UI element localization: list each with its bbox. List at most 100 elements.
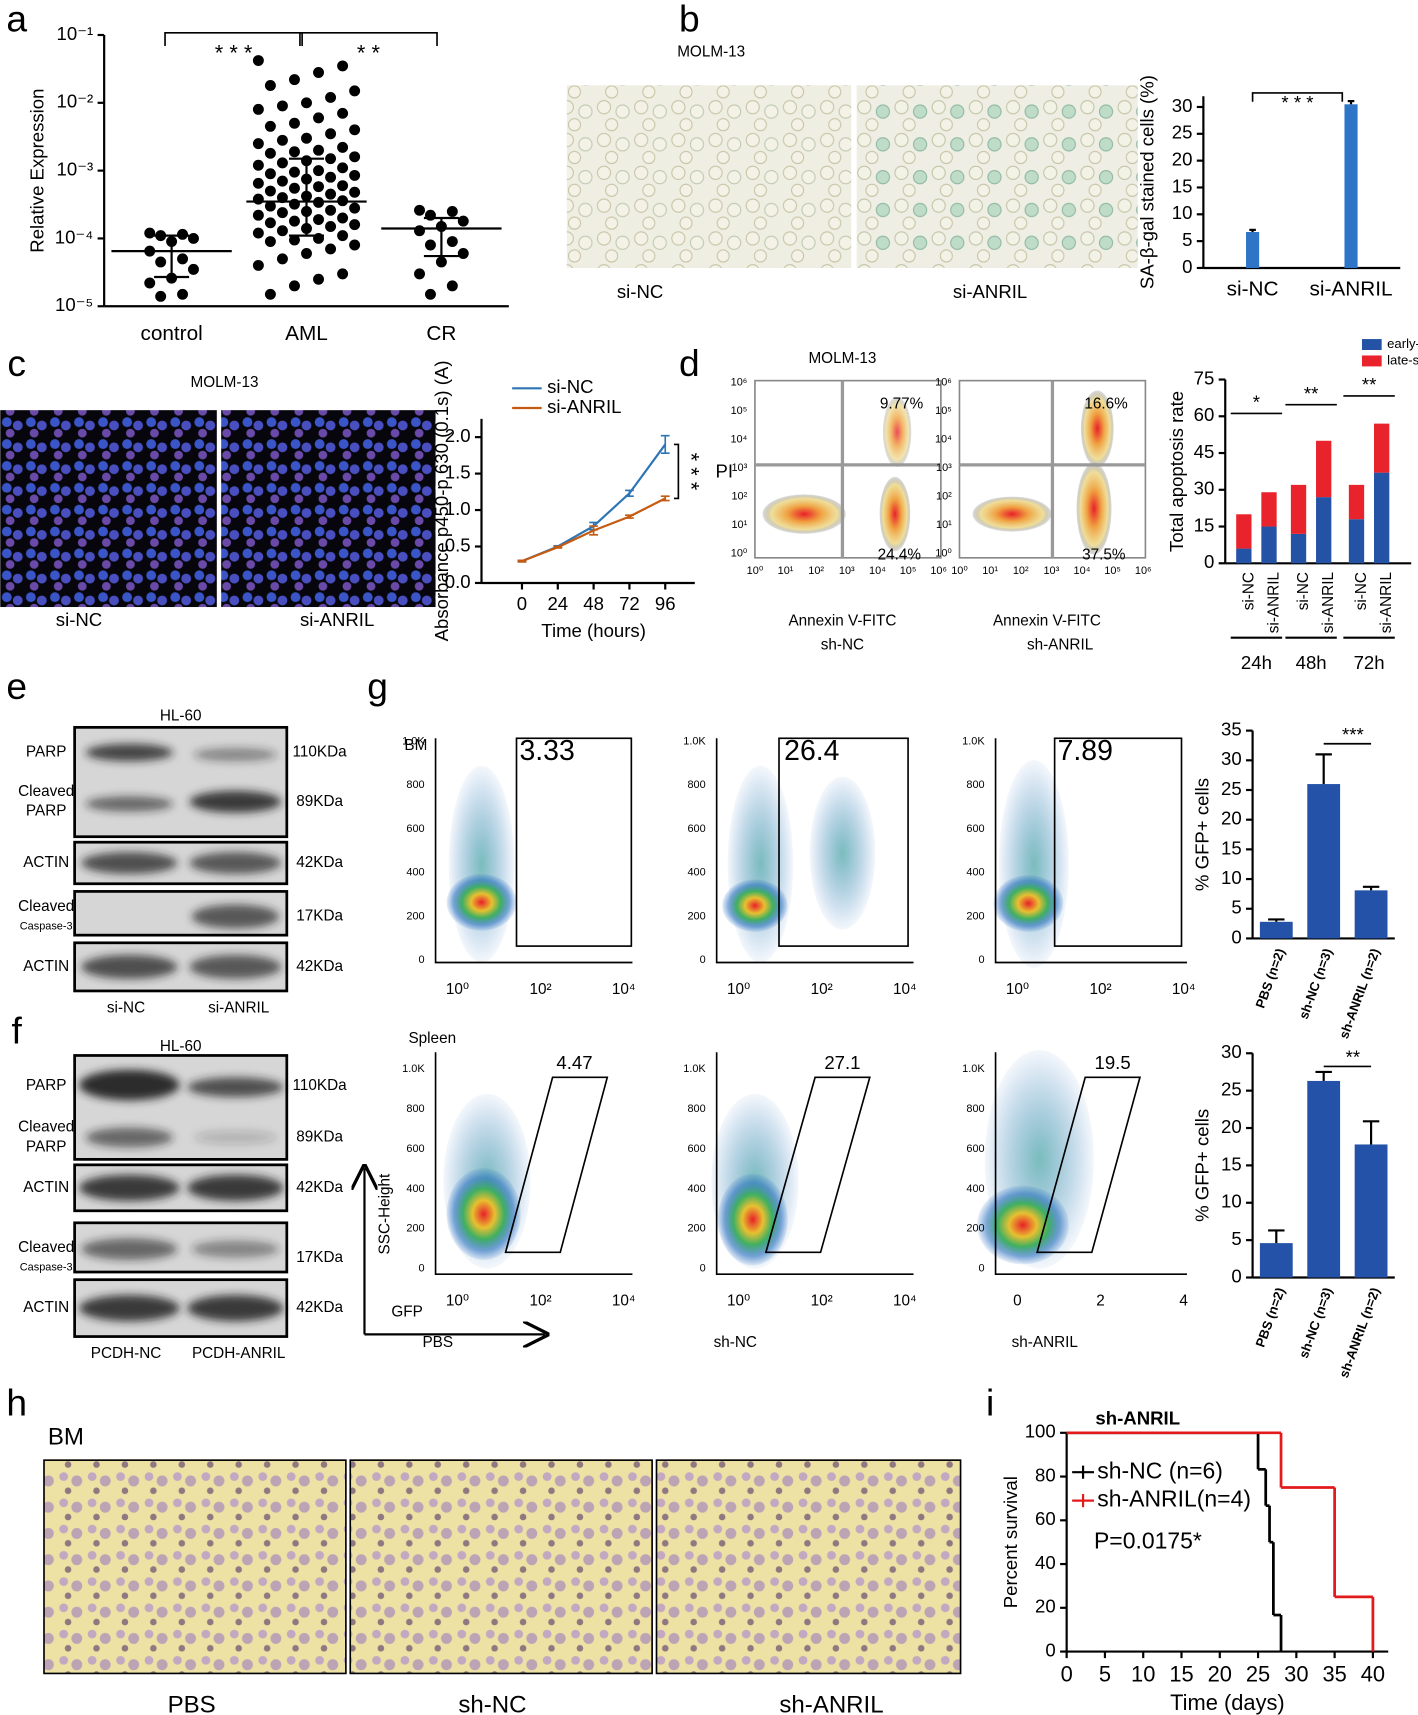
x-tick-label: sh-ANRIL (n=2) — [1336, 1286, 1383, 1380]
bar-segment — [1374, 472, 1390, 564]
data-point — [446, 205, 458, 217]
axis-label: GFP — [391, 1304, 422, 1321]
y-tick-label: 20 — [1221, 1116, 1242, 1137]
flow-plot — [754, 379, 1147, 559]
flow-tick-label: 10⁵ — [900, 565, 917, 577]
micrograph — [43, 1459, 347, 1675]
y-tick-label: 60 — [1035, 1508, 1056, 1529]
bar — [1259, 1243, 1293, 1278]
data-point — [252, 55, 264, 67]
blot-label: Caspase-3 — [20, 920, 73, 932]
data-point — [252, 177, 264, 189]
data-point — [457, 248, 469, 259]
data-point — [177, 288, 189, 300]
flow-row-label: BM — [404, 737, 427, 754]
data-point — [446, 236, 458, 248]
flow-tick-label: 400 — [966, 1183, 984, 1195]
significance-label: ** — [1346, 1047, 1360, 1068]
significance-label: * * * — [215, 40, 253, 65]
x-tick-label: si-NC — [1240, 572, 1257, 610]
flow-tick-label: 10² — [936, 490, 952, 502]
flow-tick-label: 800 — [966, 1103, 984, 1115]
flow-tick-label: 10² — [811, 1293, 833, 1310]
y-tick-label: 1.0 — [445, 498, 471, 519]
y-tick-label: 2.0 — [445, 425, 471, 446]
flow-tick-label: 10³ — [731, 462, 747, 474]
column-label: sh-ANRIL — [1012, 1334, 1078, 1351]
panel-letter: h — [6, 1381, 27, 1423]
y-tick-label: 35 — [1221, 719, 1242, 740]
data-point — [349, 219, 361, 231]
flow-tick-label: 10² — [1013, 565, 1029, 577]
data-point — [252, 103, 264, 115]
x-tick-label: si-ANRIL — [1309, 277, 1392, 300]
flow-tick-label: 10⁴ — [612, 981, 636, 998]
flow-tick-label: 0 — [419, 1263, 425, 1275]
flow-tick-label: 1.0K — [962, 1063, 985, 1075]
data-point — [264, 80, 276, 91]
data-point — [337, 141, 349, 153]
y-tick-label: 30 — [1221, 1041, 1242, 1062]
axis-label: PI — [716, 460, 734, 481]
data-point — [289, 166, 300, 178]
panel-letter: f — [11, 1009, 22, 1051]
flow-tick-label: 600 — [406, 1143, 424, 1155]
data-point — [264, 120, 276, 132]
data-point — [337, 268, 349, 280]
x-tick-label: si-NC — [1295, 572, 1312, 610]
y-tick-label: 0 — [1204, 551, 1214, 572]
column-label: sh-ANRIL — [779, 1692, 883, 1715]
gate-percent: 27.1 — [824, 1052, 860, 1073]
micrograph — [0, 410, 217, 608]
y-tick-label: 5 — [1231, 897, 1241, 918]
data-point — [289, 215, 300, 227]
blot-label: PARP — [26, 1077, 67, 1094]
panel-letter: b — [679, 0, 700, 40]
data-point — [424, 239, 436, 251]
flow-tick-label: 1.0K — [402, 735, 425, 747]
blot-label: PARP — [26, 744, 67, 761]
y-tick-label: 20 — [1221, 808, 1242, 829]
flow-tick-label: 10² — [731, 490, 747, 502]
data-point — [264, 236, 276, 248]
data-point — [313, 214, 324, 226]
significance-bracket — [1251, 92, 1344, 102]
x-tick-label: 30 — [1284, 1661, 1308, 1686]
flow-tick-label: 10¹ — [982, 565, 998, 577]
x-tick-label: 40 — [1361, 1661, 1385, 1686]
image-title: MOLM-13 — [190, 374, 258, 391]
flow-tick-label: 10⁴ — [1172, 981, 1196, 998]
data-point — [349, 169, 361, 181]
data-point — [435, 256, 447, 268]
y-tick-label: 0 — [1045, 1639, 1055, 1660]
flow-tick-label: 800 — [687, 779, 705, 791]
flow-tick-label: 10⁰ — [446, 981, 469, 998]
data-point — [177, 228, 189, 240]
flow-tick-label: 1.0K — [402, 1063, 425, 1075]
flow-tick-label: 600 — [687, 1143, 705, 1155]
data-point — [289, 146, 300, 158]
x-tick-label: sh-NC (n=3) — [1296, 946, 1335, 1021]
flow-tick-label: 10² — [811, 981, 833, 998]
data-point — [337, 107, 349, 119]
flow-tick-label: 10⁶ — [1135, 565, 1152, 577]
y-tick-label: 25 — [1221, 1079, 1242, 1100]
significance-label: *** — [1342, 724, 1364, 745]
blot-title: HL-60 — [160, 707, 202, 724]
gate-percent: 26.4 — [784, 735, 839, 767]
image-title: MOLM-13 — [808, 350, 876, 367]
data-point — [177, 253, 189, 265]
flow-tick-label: 800 — [966, 779, 984, 791]
micrograph — [349, 1459, 653, 1675]
data-point — [264, 147, 276, 159]
flow-tick-label: 10⁰ — [935, 547, 952, 559]
data-point — [276, 100, 288, 112]
y-tick-label: 0 — [1231, 926, 1241, 947]
y-tick-label: 30 — [1172, 95, 1193, 116]
flow-tick-label: 0 — [979, 1263, 985, 1275]
flow-tick-label: 800 — [687, 1103, 705, 1115]
x-tick-label: 72 — [619, 593, 640, 614]
blot-size: 89KDa — [296, 1129, 343, 1146]
data-point — [144, 277, 156, 289]
data-point — [301, 248, 312, 259]
